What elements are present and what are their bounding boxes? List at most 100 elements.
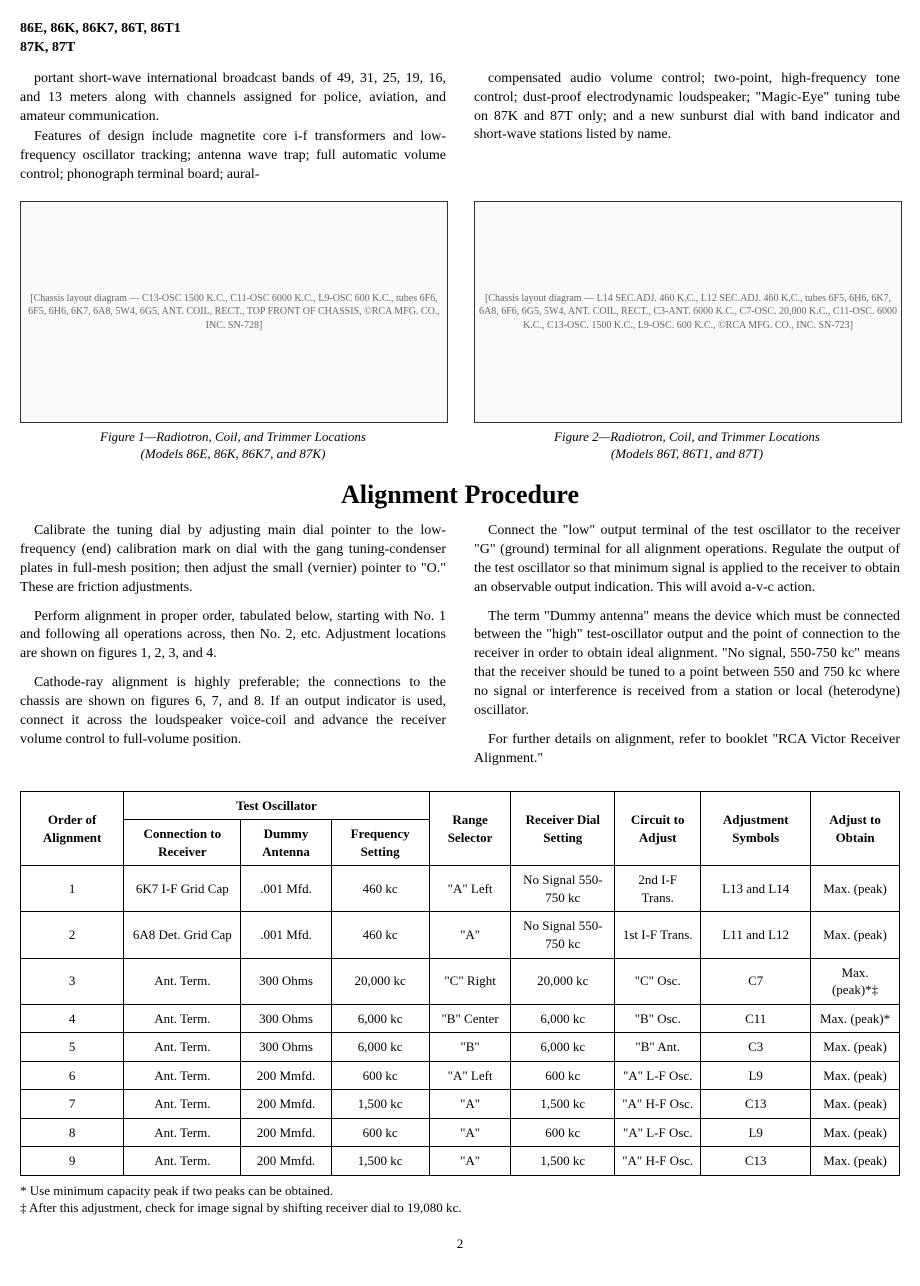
table-cell-order: 3 <box>21 958 124 1004</box>
figure-2-caption: Figure 2—Radiotron, Coil, and Trimmer Lo… <box>474 429 900 463</box>
table-cell-order: 5 <box>21 1033 124 1062</box>
table-cell-symbols: C7 <box>701 958 811 1004</box>
table-cell-freq: 600 kc <box>331 1061 429 1090</box>
figure-2-caption-l2: (Models 86T, 86T1, and 87T) <box>611 446 763 461</box>
procedure-left-p3: Cathode-ray alignment is highly preferab… <box>20 674 446 750</box>
table-cell-circuit: "A" L-F Osc. <box>615 1118 701 1147</box>
table-cell-dial: 600 kc <box>511 1118 615 1147</box>
table-cell-dummy: 200 Mmfd. <box>241 1090 331 1119</box>
table-row: 16K7 I-F Grid Cap.001 Mfd.460 kc"A" Left… <box>21 866 900 912</box>
footnote-2: ‡ After this adjustment, check for image… <box>20 1199 900 1217</box>
table-cell-range: "C" Right <box>429 958 511 1004</box>
table-cell-obtain: Max. (peak)*‡ <box>811 958 900 1004</box>
table-cell-dial: 6,000 kc <box>511 1033 615 1062</box>
table-cell-range: "A" <box>429 912 511 958</box>
procedure-right-p1: Connect the "low" output terminal of the… <box>474 522 900 598</box>
procedure-right-col: Connect the "low" output terminal of the… <box>474 522 900 779</box>
figure-2-diagram: [Chassis layout diagram — L14 SEC.ADJ. 4… <box>474 201 902 423</box>
procedure-left-col: Calibrate the tuning dial by adjusting m… <box>20 522 446 779</box>
intro-columns: portant short-wave international broadca… <box>20 70 900 187</box>
table-cell-obtain: Max. (peak) <box>811 1118 900 1147</box>
footnote-1: * Use minimum capacity peak if two peaks… <box>20 1182 900 1200</box>
table-cell-freq: 20,000 kc <box>331 958 429 1004</box>
procedure-left-p1: Calibrate the tuning dial by adjusting m… <box>20 522 446 598</box>
table-header-row-1: Order of Alignment Test Oscillator Range… <box>21 791 900 820</box>
figure-1-caption-l2: (Models 86E, 86K, 86K7, and 87K) <box>141 446 326 461</box>
footnotes: * Use minimum capacity peak if two peaks… <box>20 1182 900 1217</box>
th-symbols: Adjustment Symbols <box>701 791 811 866</box>
table-cell-dial: 20,000 kc <box>511 958 615 1004</box>
table-cell-dummy: .001 Mfd. <box>241 912 331 958</box>
table-cell-symbols: C13 <box>701 1147 811 1176</box>
table-cell-symbols: L13 and L14 <box>701 866 811 912</box>
table-cell-conn: Ant. Term. <box>124 958 241 1004</box>
table-cell-obtain: Max. (peak) <box>811 1033 900 1062</box>
table-cell-symbols: L9 <box>701 1118 811 1147</box>
table-cell-symbols: C11 <box>701 1004 811 1033</box>
procedure-right-p2: The term "Dummy antenna" means the devic… <box>474 608 900 721</box>
table-cell-circuit: "C" Osc. <box>615 958 701 1004</box>
table-cell-obtain: Max. (peak) <box>811 1090 900 1119</box>
figure-2-caption-l1: Figure 2—Radiotron, Coil, and Trimmer Lo… <box>554 429 820 444</box>
table-cell-range: "A" Left <box>429 1061 511 1090</box>
intro-left-p1: portant short-wave international broadca… <box>20 70 446 127</box>
table-cell-order: 1 <box>21 866 124 912</box>
table-row: 26A8 Det. Grid Cap.001 Mfd.460 kc"A"No S… <box>21 912 900 958</box>
table-cell-freq: 1,500 kc <box>331 1147 429 1176</box>
intro-left-p2: Features of design include magnetite cor… <box>20 128 446 185</box>
figure-1-caption: Figure 1—Radiotron, Coil, and Trimmer Lo… <box>20 429 446 463</box>
procedure-columns: Calibrate the tuning dial by adjusting m… <box>20 522 900 779</box>
table-row: 7Ant. Term.200 Mmfd.1,500 kc"A"1,500 kc"… <box>21 1090 900 1119</box>
table-cell-dummy: 200 Mmfd. <box>241 1061 331 1090</box>
th-dial: Receiver Dial Setting <box>511 791 615 866</box>
table-row: 3Ant. Term.300 Ohms20,000 kc"C" Right20,… <box>21 958 900 1004</box>
alignment-table: Order of Alignment Test Oscillator Range… <box>20 791 900 1176</box>
table-cell-obtain: Max. (peak) <box>811 1061 900 1090</box>
table-row: 6Ant. Term.200 Mmfd.600 kc"A" Left600 kc… <box>21 1061 900 1090</box>
table-cell-conn: Ant. Term. <box>124 1090 241 1119</box>
table-cell-dial: 1,500 kc <box>511 1090 615 1119</box>
table-cell-dial: 6,000 kc <box>511 1004 615 1033</box>
table-cell-conn: 6A8 Det. Grid Cap <box>124 912 241 958</box>
table-cell-dummy: .001 Mfd. <box>241 866 331 912</box>
table-cell-freq: 1,500 kc <box>331 1090 429 1119</box>
model-header: 86E, 86K, 86K7, 86T, 86T1 87K, 87T <box>20 20 900 58</box>
table-cell-symbols: C3 <box>701 1033 811 1062</box>
table-row: 4Ant. Term.300 Ohms6,000 kc"B" Center6,0… <box>21 1004 900 1033</box>
table-cell-conn: Ant. Term. <box>124 1004 241 1033</box>
th-order: Order of Alignment <box>21 791 124 866</box>
table-cell-circuit: 2nd I-F Trans. <box>615 866 701 912</box>
table-cell-range: "B" Center <box>429 1004 511 1033</box>
table-cell-circuit: 1st I-F Trans. <box>615 912 701 958</box>
table-cell-freq: 600 kc <box>331 1118 429 1147</box>
table-cell-order: 4 <box>21 1004 124 1033</box>
table-cell-dummy: 300 Ohms <box>241 1033 331 1062</box>
procedure-left-p2: Perform alignment in proper order, tabul… <box>20 608 446 665</box>
table-row: 9Ant. Term.200 Mmfd.1,500 kc"A"1,500 kc"… <box>21 1147 900 1176</box>
table-cell-freq: 460 kc <box>331 912 429 958</box>
table-cell-freq: 6,000 kc <box>331 1004 429 1033</box>
figure-2: [Chassis layout diagram — L14 SEC.ADJ. 4… <box>474 201 900 463</box>
table-cell-dial: No Signal 550-750 kc <box>511 912 615 958</box>
table-cell-circuit: "A" H-F Osc. <box>615 1090 701 1119</box>
th-test-osc: Test Oscillator <box>124 791 430 820</box>
table-cell-dummy: 300 Ohms <box>241 958 331 1004</box>
table-cell-dial: 600 kc <box>511 1061 615 1090</box>
table-cell-range: "A" Left <box>429 866 511 912</box>
figure-1: [Chassis layout diagram — C13-OSC 1500 K… <box>20 201 446 463</box>
table-cell-circuit: "B" Osc. <box>615 1004 701 1033</box>
table-cell-circuit: "A" H-F Osc. <box>615 1147 701 1176</box>
table-cell-order: 8 <box>21 1118 124 1147</box>
table-cell-symbols: L11 and L12 <box>701 912 811 958</box>
page-number: 2 <box>20 1235 900 1253</box>
th-freq: Frequency Setting <box>331 820 429 866</box>
procedure-right-p3: For further details on alignment, refer … <box>474 731 900 769</box>
table-cell-order: 6 <box>21 1061 124 1090</box>
figure-1-caption-l1: Figure 1—Radiotron, Coil, and Trimmer Lo… <box>100 429 366 444</box>
table-cell-dial: 1,500 kc <box>511 1147 615 1176</box>
table-cell-conn: Ant. Term. <box>124 1118 241 1147</box>
figure-row: [Chassis layout diagram — C13-OSC 1500 K… <box>20 201 900 463</box>
table-cell-order: 7 <box>21 1090 124 1119</box>
table-cell-freq: 6,000 kc <box>331 1033 429 1062</box>
table-cell-conn: Ant. Term. <box>124 1147 241 1176</box>
